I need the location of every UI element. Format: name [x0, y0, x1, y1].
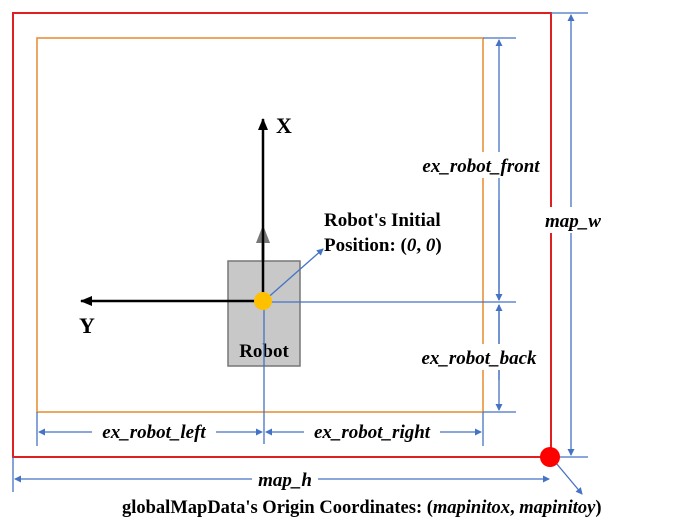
map-h-label-bg — [252, 467, 318, 491]
map-origin-label: globalMapData's Origin Coordinates: (map… — [122, 498, 602, 518]
ex-robot-left-label: ex_robot_left — [102, 422, 206, 443]
robot-origin-dot — [254, 292, 272, 310]
ex-robot-back-label-bg — [412, 344, 548, 370]
robot-range-boundary — [36, 37, 484, 413]
ex-robot-back-label: ex_robot_back — [421, 348, 537, 369]
ex-robot-front-label-bg — [412, 152, 548, 178]
ex-robot-right-label-bg — [304, 419, 440, 443]
map-origin-dot — [540, 447, 560, 467]
map-w-label-bg — [540, 207, 606, 233]
initial-position-label-line2: Position: (0, 0) — [324, 235, 442, 256]
ex-robot-left-label-bg — [92, 419, 216, 443]
ex-robot-right-label: ex_robot_right — [314, 422, 431, 443]
x-axis-label: X — [276, 113, 292, 138]
initial-position-label-line1: Robot's Initial — [324, 210, 441, 231]
initial-position-pointer — [263, 248, 324, 302]
y-axis-label: Y — [79, 313, 95, 338]
map-w-label: map_w — [545, 211, 601, 232]
ex-robot-front-label: ex_robot_front — [422, 156, 540, 177]
global-map-boundary — [12, 12, 552, 458]
map-h-label: map_h — [258, 470, 312, 491]
